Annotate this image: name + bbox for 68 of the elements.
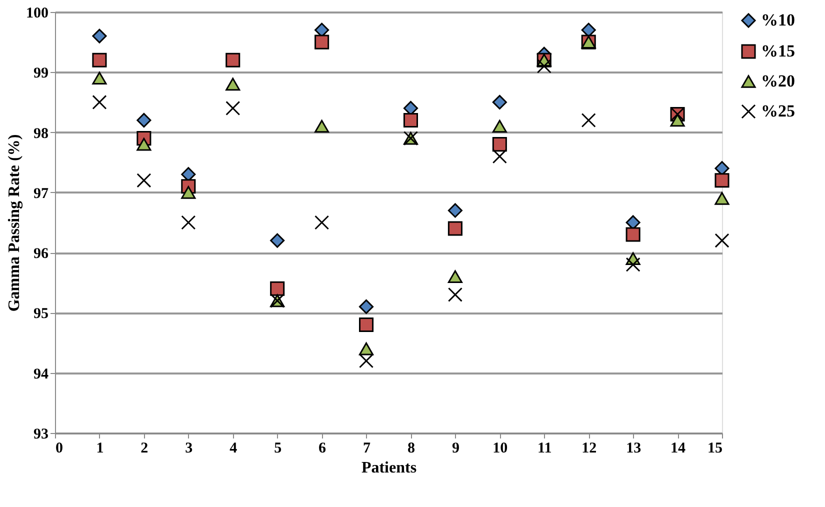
point <box>92 94 107 110</box>
x-tick-label: 13 <box>626 440 642 456</box>
point <box>359 354 374 368</box>
point <box>226 52 240 68</box>
point <box>536 58 552 74</box>
x-tick-label: 12 <box>582 440 597 456</box>
y-tick-label: 100 <box>26 6 48 22</box>
point <box>226 78 240 91</box>
x-tick-label: 14 <box>670 440 686 456</box>
y-tick-label: 93 <box>34 426 48 442</box>
point <box>92 52 107 68</box>
point <box>448 203 462 218</box>
x-tick-label: 4 <box>230 440 238 456</box>
point <box>92 72 107 85</box>
point <box>136 173 152 188</box>
point <box>314 34 330 50</box>
y-tick-label: 94 <box>34 366 49 382</box>
point <box>448 221 462 236</box>
point <box>626 227 640 242</box>
y-axis-title: Gamma Passing Rate (%) <box>6 134 23 312</box>
y-tick-label: 99 <box>34 66 48 82</box>
point <box>314 215 330 230</box>
point <box>359 317 374 332</box>
point <box>270 233 285 248</box>
point <box>626 257 640 272</box>
x-tick-label: 11 <box>538 440 552 456</box>
x-tick-label: 7 <box>363 440 372 456</box>
point <box>136 112 152 128</box>
y-tick-label: 98 <box>34 126 48 142</box>
x-tick-label: 9 <box>452 440 460 456</box>
point <box>714 233 730 248</box>
point <box>492 94 507 110</box>
point <box>492 149 507 164</box>
point <box>270 281 285 296</box>
y-tick-label: 96 <box>34 246 49 262</box>
point <box>359 299 374 314</box>
x-tick-label: 8 <box>407 440 415 456</box>
point <box>181 215 196 230</box>
x-tick-label: 6 <box>318 440 327 456</box>
point <box>492 137 507 152</box>
legend-label: %25 <box>761 102 795 120</box>
point <box>314 120 330 133</box>
x-axis-title: Patients <box>361 460 417 476</box>
x-tick-label: 2 <box>140 440 148 456</box>
x-tick-label: 1 <box>96 440 104 456</box>
x-tick-label: 0 <box>56 440 63 456</box>
point <box>492 120 507 133</box>
point <box>181 186 196 199</box>
y-tick-label: 97 <box>34 186 49 202</box>
point <box>714 192 730 205</box>
legend-label: %10 <box>761 10 795 30</box>
x-tick-label: 5 <box>274 440 282 456</box>
point <box>403 112 418 128</box>
x-tick-label: 10 <box>492 440 508 456</box>
point <box>92 28 107 44</box>
legend-label: %20 <box>761 72 795 90</box>
point <box>448 270 462 284</box>
point <box>581 112 596 128</box>
point <box>136 138 152 151</box>
legend-label: %15 <box>761 42 795 60</box>
y-tick-label: 95 <box>34 306 48 322</box>
point <box>226 100 240 116</box>
point <box>670 114 685 127</box>
point <box>359 342 374 356</box>
x-tick-label: 3 <box>185 440 193 456</box>
point <box>714 173 730 188</box>
point <box>448 287 462 302</box>
x-tick-label: 15 <box>708 440 722 456</box>
